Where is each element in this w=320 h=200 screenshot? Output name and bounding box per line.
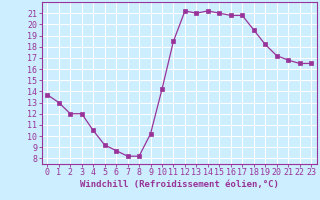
- X-axis label: Windchill (Refroidissement éolien,°C): Windchill (Refroidissement éolien,°C): [80, 180, 279, 189]
